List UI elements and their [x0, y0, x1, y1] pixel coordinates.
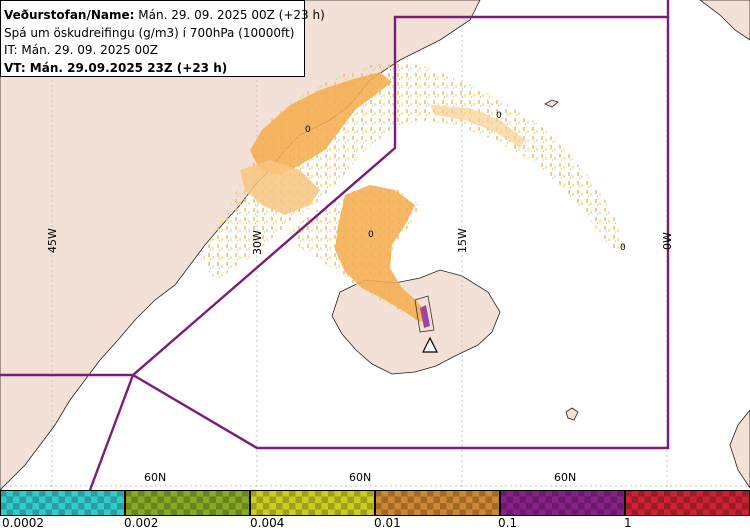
faroe-island — [565, 407, 579, 421]
longitude-label-15w: 15W — [456, 228, 469, 253]
longitude-label-0w: 0W — [661, 232, 674, 250]
legend-swatch — [375, 490, 500, 516]
volcano-triangle-icon — [422, 336, 438, 353]
norway-coast — [729, 409, 750, 489]
svalbard-coast — [699, 0, 750, 41]
legend-label: 0.002 — [124, 516, 159, 530]
contour-label: 0 — [305, 125, 311, 135]
ash-core-north — [250, 72, 392, 175]
ash-trail-east — [430, 105, 525, 148]
ash-core-south — [335, 185, 428, 322]
contour-label: 0 — [368, 230, 374, 240]
longitude-label-45w: 45W — [46, 228, 59, 253]
info-line-issuer: Veðurstofan/Name: Mán. 29. 09. 2025 00Z … — [4, 7, 325, 25]
legend-label: 0.1 — [498, 516, 518, 530]
info-line-valid-time: VT: Mán. 29.09.2025 23Z (+23 h) — [4, 60, 228, 75]
eruption-column — [420, 305, 430, 328]
legend-swatch — [500, 490, 625, 516]
forecast-info-box: Veðurstofan/Name: Mán. 29. 09. 2025 00Z … — [0, 0, 325, 77]
info-line-description: Spá um öskudreifingu (g/m3) í 700hPa (10… — [4, 25, 295, 40]
latitude-label: 60N — [144, 471, 166, 484]
legend-labels: 0.0002 0.002 0.004 0.01 0.1 1 — [0, 516, 750, 532]
legend-label: 0.004 — [250, 516, 285, 530]
ash-core-mid — [240, 160, 320, 215]
eruption-column-outline — [414, 295, 435, 333]
contour-label: 0 — [496, 111, 502, 121]
longitude-label-30w: 30W — [251, 230, 264, 255]
legend-swatch — [250, 490, 375, 516]
legend-label: 1 — [624, 516, 632, 530]
ash-dispersion-map: 0 0 0 0 45W 30W 15W 0W 60N 60N 60N — [0, 0, 750, 490]
legend-label: 0.01 — [374, 516, 401, 530]
ash-plume — [200, 62, 625, 322]
contour-label: 0 — [620, 243, 626, 253]
info-line-issue-time: IT: Mán. 29. 09. 2025 00Z — [4, 43, 158, 57]
legend-label: 0.0002 — [2, 516, 44, 530]
legend-swatch — [0, 490, 125, 516]
legend-swatch — [625, 490, 750, 516]
latitude-label: 60N — [554, 471, 576, 484]
legend-swatch — [125, 490, 250, 516]
jan-mayen-island — [544, 99, 559, 108]
issuer-value: Mán. 29. 09. 2025 00Z (+23 h) — [134, 8, 325, 22]
latitude-label: 60N — [349, 471, 371, 484]
legend-colorbar — [0, 490, 750, 516]
issuer-label: Veðurstofan/Name: — [4, 8, 135, 22]
fir-boundary — [0, 0, 670, 490]
